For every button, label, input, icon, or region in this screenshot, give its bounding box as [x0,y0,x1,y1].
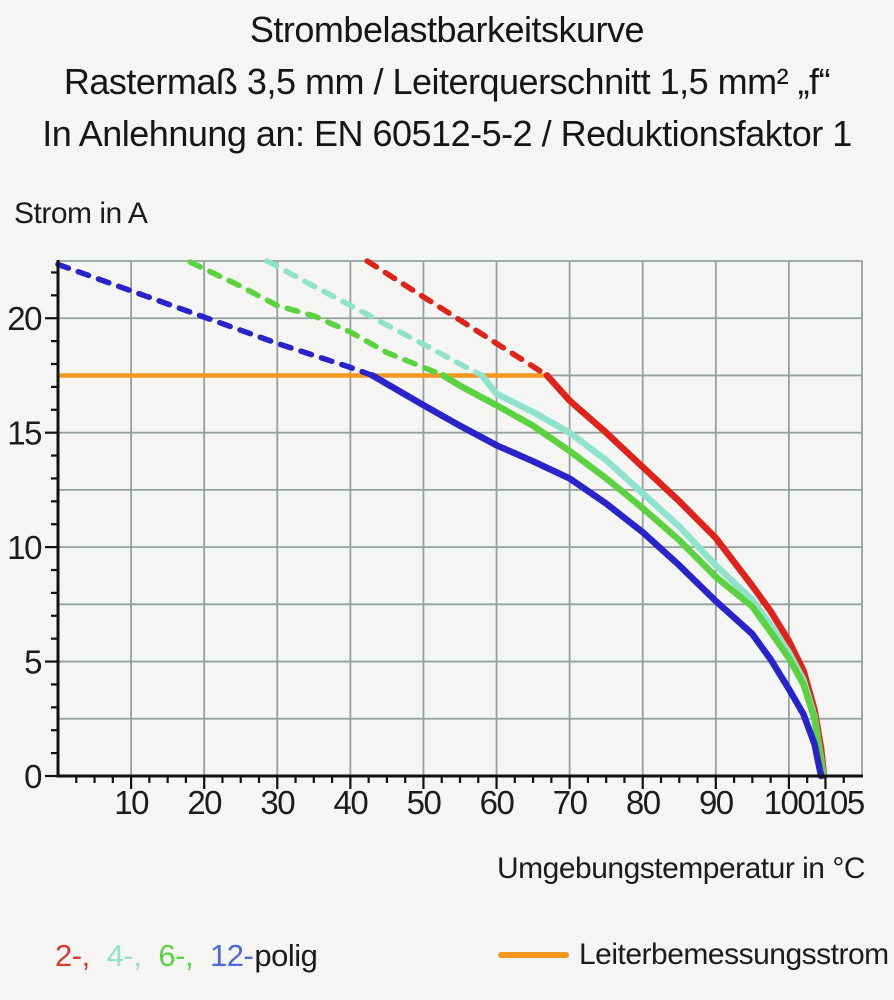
x-axis-ticks [75,776,845,789]
legend-pole-suffix: polig [254,938,318,973]
y-axis-title: Strom in A [14,197,148,230]
y-tick-label: 0 [24,758,42,795]
x-tick-label: 10 [114,784,149,821]
x-tick-label: 80 [626,784,661,821]
curve-6-polig-dashed [187,259,446,379]
x-tick-label: 70 [553,784,588,821]
curve-2-polig [364,258,828,780]
rated-current-line-swatch [498,952,569,958]
legend-12-pole: 12- [210,938,254,973]
x-tick-label: 90 [699,784,734,821]
legend-6-pole: 6-, [158,938,194,973]
chart-title-line1: Strombelastbarkeitskurve [249,9,645,50]
x-tick-label: 20 [187,784,222,821]
rated-current-legend-label: Leiterbemessungsstrom [579,938,889,971]
pole-legend: 2-, 4-, 6-, 12-polig [55,938,318,974]
y-axis-ticks [45,271,58,778]
gridlines [57,260,863,777]
y-tick-label: 20 [7,300,42,337]
y-tick-label: 5 [24,643,41,680]
x-tick-label: 100 [764,784,816,821]
x-tick-label: 30 [260,784,295,821]
curve-6-polig-solid [439,372,827,780]
x-tick-label: 105 [813,784,864,821]
chart-title-block: Strombelastbarkeitskurve Rastermaß 3,5 m… [0,4,894,160]
y-tick-label: 15 [7,415,41,452]
axes [56,260,863,778]
legend-2-pole: 2-, [55,938,90,973]
y-tick-label: 10 [7,529,42,566]
x-axis-title: Umgebungstemperatur in °C [496,852,866,885]
chart-title-line3: In Anlehnung an: EN 60512-5-2 / Reduktio… [42,113,852,154]
curve-2-polig-dashed [364,258,550,379]
curve-4-polig-dashed [264,258,485,379]
curve-4-polig-solid [478,372,827,780]
rated-current-legend: Leiterbemessungsstrom [498,938,889,972]
curve-12-polig [55,261,825,780]
x-tick-label: 40 [334,784,369,821]
curve-12-polig-dashed [55,261,376,379]
curve-12-polig-solid [369,372,825,780]
chart-title-line2: Rastermaß 3,5 mm / Leiterquerschnitt 1,5… [63,61,831,102]
x-tick-label: 50 [407,784,442,821]
y-tick-labels: 0 5 10 15 20 [7,300,43,795]
x-tick-label: 60 [480,784,515,821]
legend-4-pole: 4-, [106,938,142,973]
curve-6-polig [187,259,827,780]
